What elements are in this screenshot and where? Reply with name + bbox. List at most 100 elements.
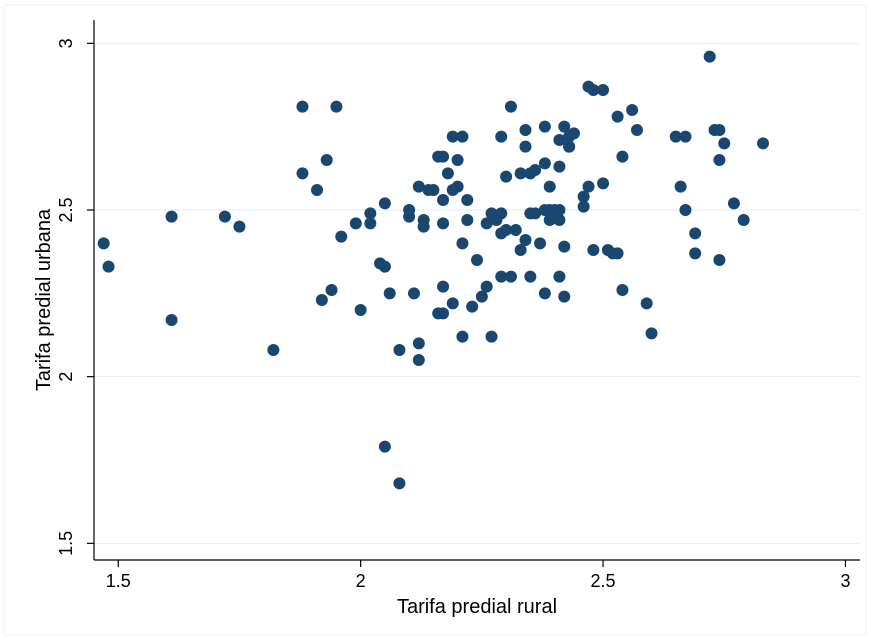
scatter-point [553, 204, 566, 216]
scatter-point [412, 337, 425, 350]
scatter-point [757, 137, 770, 150]
scatter-point [519, 124, 532, 136]
y-tick-label: 2.5 [56, 197, 76, 222]
y-tick-label: 1.5 [56, 531, 76, 556]
scatter-point [718, 137, 731, 150]
scatter-point [640, 297, 653, 310]
scatter-point [713, 124, 726, 136]
scatter-point [480, 217, 493, 230]
axis-ticks: 1.5 2 2.5 3 1.5 2 2.5 3 [56, 38, 850, 591]
scatter-point [543, 180, 556, 193]
scatter-point [393, 477, 406, 490]
scatter-point [587, 244, 600, 256]
scatter-point [495, 130, 508, 143]
x-tick-label: 1.5 [106, 571, 131, 591]
scatter-point [349, 217, 362, 230]
scatter-point [538, 287, 551, 300]
scatter-point [504, 270, 517, 283]
scatter-point [563, 140, 576, 153]
scatter-point [407, 287, 420, 300]
scatter-point [466, 300, 479, 313]
scatter-point [403, 210, 416, 223]
scatter-point [165, 314, 178, 326]
scatter-point [616, 150, 629, 163]
scatter-point [737, 214, 750, 226]
scatter-point [446, 130, 459, 143]
scatter-point [412, 180, 425, 193]
scatter-point [441, 167, 454, 180]
scatter-point [296, 167, 309, 180]
scatter-point [630, 124, 643, 136]
scatter-point [495, 270, 508, 283]
scatter-point [335, 230, 348, 243]
scatter-point [311, 184, 324, 196]
scatter-point [509, 224, 522, 236]
scatter-point [504, 100, 517, 113]
scatter-point [577, 190, 590, 203]
scatter-point [582, 180, 595, 193]
scatter-point [519, 234, 532, 246]
scatter-point [674, 180, 687, 193]
data-points [97, 50, 770, 490]
scatter-point [514, 167, 527, 180]
scatter-point [529, 207, 542, 220]
scatter-point [437, 217, 450, 230]
scatter-point [461, 214, 474, 226]
scatter-point [437, 280, 450, 293]
scatter-point [417, 220, 430, 233]
scatter-point [378, 197, 391, 210]
scatter-point [553, 134, 566, 146]
scatter-point [669, 130, 682, 143]
scatter-point [320, 154, 333, 166]
y-tick-label: 3 [56, 38, 76, 48]
scatter-point [553, 160, 566, 173]
scatter-point [626, 104, 639, 116]
scatter-point [679, 130, 692, 143]
scatter-point [456, 237, 469, 250]
x-axis-title: Tarifa predial rural [397, 596, 557, 618]
scatter-point [587, 84, 600, 96]
scatter-point [446, 297, 459, 310]
scatter-point [519, 140, 532, 153]
scatter-point [553, 270, 566, 283]
scatter-point [703, 50, 716, 63]
scatter-point [495, 207, 508, 220]
scatter-point [378, 260, 391, 273]
scatter-point [611, 110, 624, 123]
scatter-point [471, 254, 483, 266]
scatter-point [514, 244, 527, 256]
x-tick-label: 2 [356, 571, 366, 591]
scatter-point [645, 327, 658, 340]
scatter-point [558, 240, 571, 253]
scatter-point [456, 330, 469, 343]
scatter-point [679, 204, 692, 216]
gridlines [94, 42, 860, 544]
axes [93, 20, 860, 561]
scatter-point [437, 150, 450, 163]
scatter-point [558, 290, 571, 303]
x-tick-label: 2.5 [591, 571, 616, 591]
scatter-point [713, 254, 726, 266]
y-axis-title: Tarifa predial urbana [33, 208, 55, 391]
scatter-point [597, 177, 610, 190]
scatter-point [480, 280, 493, 293]
x-tick-label: 3 [840, 571, 850, 591]
scatter-point [689, 227, 702, 240]
scatter-point [364, 217, 377, 230]
scatter-point [538, 157, 551, 170]
scatter-point [412, 354, 425, 366]
scatter-point [567, 127, 580, 140]
scatter-point [524, 270, 537, 283]
scatter-point [218, 210, 231, 223]
scatter-point [577, 200, 590, 213]
scatter-point [437, 307, 450, 320]
scatter-point [267, 344, 280, 356]
outer-frame [3, 4, 867, 636]
y-tick-label: 2 [56, 372, 76, 382]
scatter-point [538, 120, 551, 133]
scatter-point [597, 84, 610, 96]
scatter-point [315, 294, 328, 306]
scatter-point [558, 120, 571, 133]
scatter-point [437, 194, 450, 206]
